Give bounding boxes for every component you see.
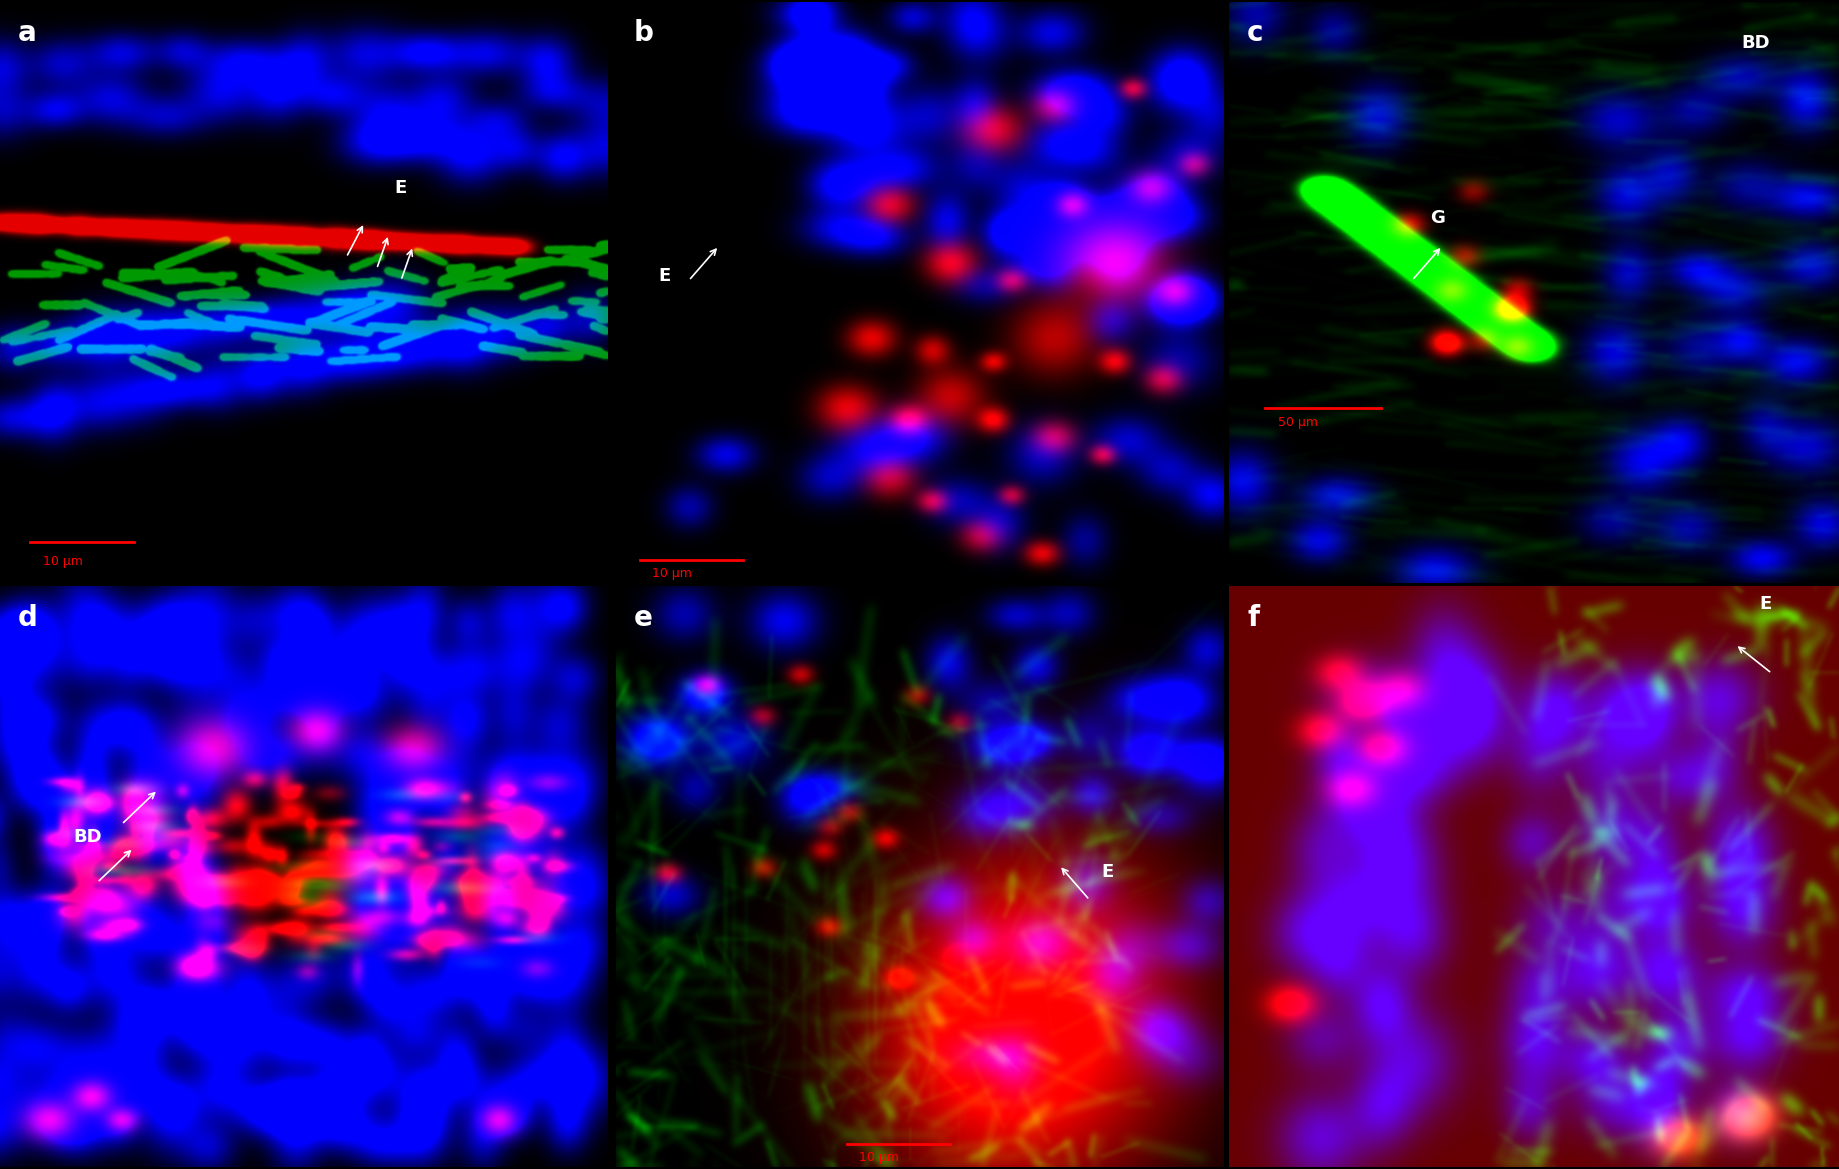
Text: a: a xyxy=(18,19,37,47)
Text: BD: BD xyxy=(74,828,101,846)
Text: E: E xyxy=(658,267,671,284)
Text: 10 μm: 10 μm xyxy=(42,555,83,568)
Text: E: E xyxy=(395,180,406,198)
Text: 10 μm: 10 μm xyxy=(653,567,691,580)
Text: G: G xyxy=(1431,208,1445,227)
Text: b: b xyxy=(634,19,655,47)
Text: E: E xyxy=(1102,863,1114,880)
Text: 10 μm: 10 μm xyxy=(859,1151,899,1164)
Text: E: E xyxy=(1760,595,1773,614)
Text: d: d xyxy=(18,603,39,631)
Text: e: e xyxy=(634,603,653,631)
Text: f: f xyxy=(1247,603,1260,631)
Text: 50 μm: 50 μm xyxy=(1278,416,1317,429)
Text: c: c xyxy=(1247,19,1263,47)
Text: BD: BD xyxy=(1742,34,1769,53)
